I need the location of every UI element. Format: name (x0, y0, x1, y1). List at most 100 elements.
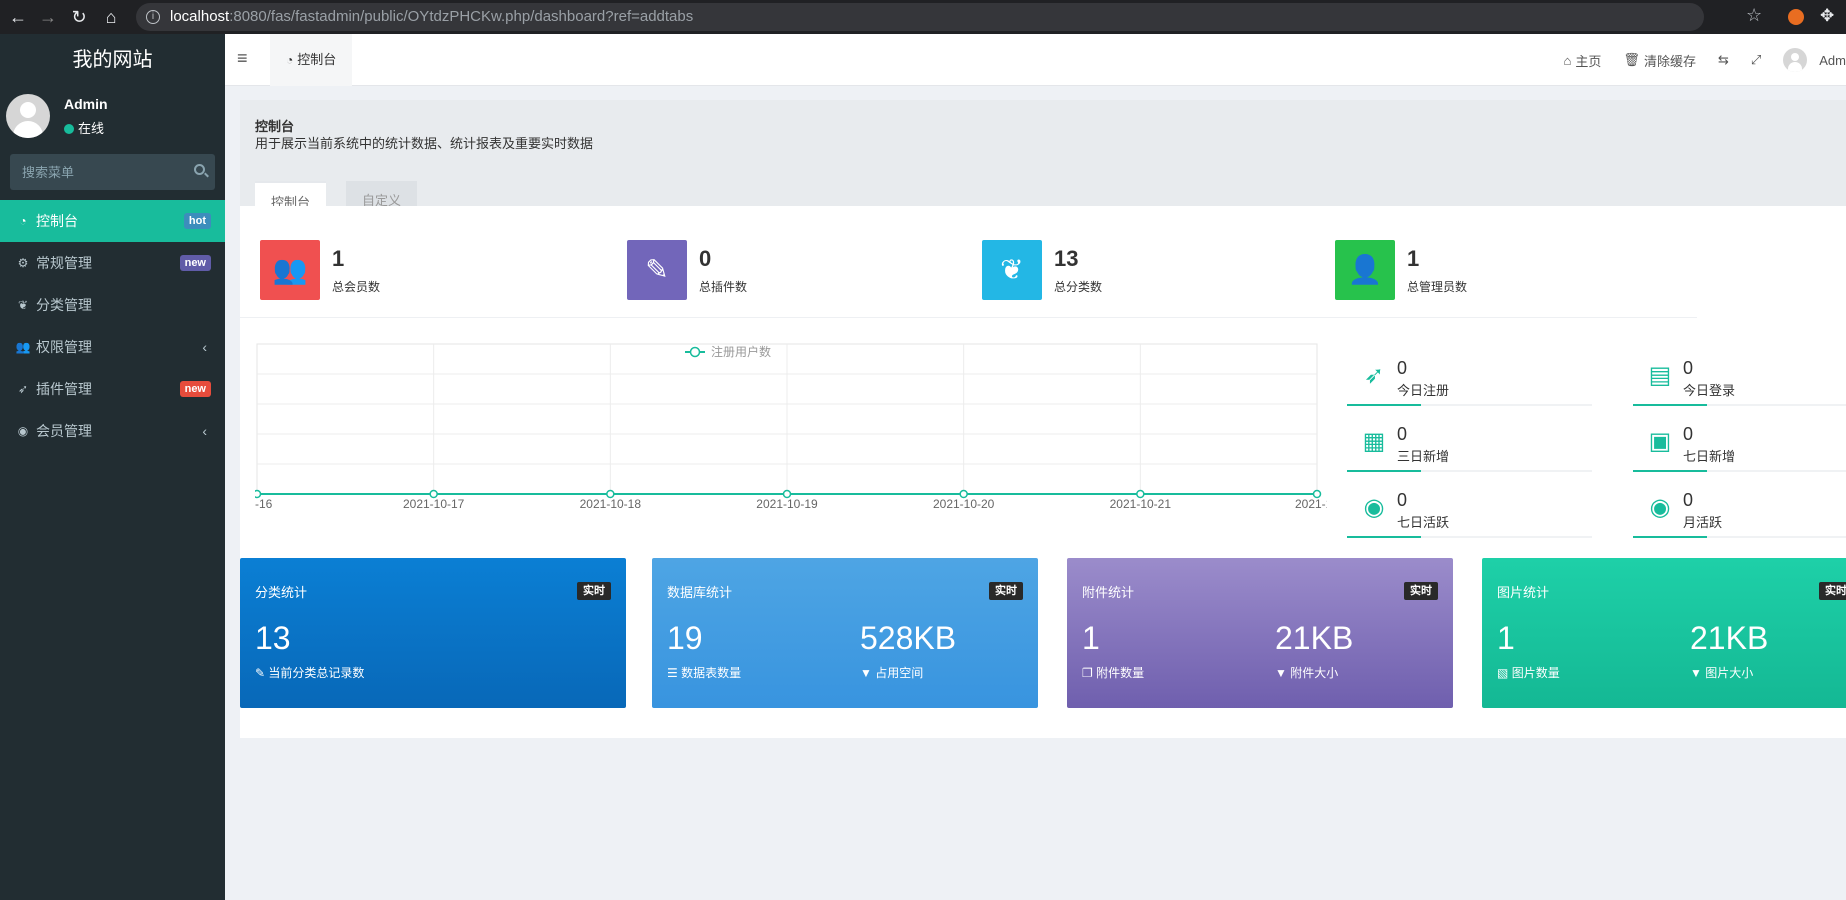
leaf-icon: ❦ (17, 298, 29, 312)
mini-stat: ▤ 0 今日登录 (1633, 352, 1846, 406)
stat-value: 1 (332, 246, 345, 271)
card-value: 21KB (1690, 620, 1769, 656)
sidebar-toggle-icon[interactable]: ≡ (237, 48, 248, 68)
sidebar-item-4[interactable]: ➶ 插件管理 new (0, 368, 225, 410)
dashboard-icon: ◔ (19, 214, 27, 228)
realtime-badge: 实时 (989, 582, 1023, 600)
puzzle-extensions-icon[interactable]: ✥ (1820, 6, 1835, 25)
home-link[interactable]: ⌂ 主页 (1564, 51, 1602, 70)
leaf-icon: ❦ (982, 240, 1042, 300)
home-icon[interactable]: ⌂ (105, 7, 117, 27)
progress-bar (1347, 404, 1421, 406)
bookmark-star-icon[interactable]: ☆ (1746, 5, 1763, 25)
sidebar-item-3[interactable]: 👥 权限管理 ‹ (0, 326, 225, 368)
dashboard-icon: ◔ (286, 53, 294, 67)
card-label-text: 当前分类总记录数 (268, 666, 365, 680)
sidebar-item-5[interactable]: ◉ 会员管理 ‹ (0, 410, 225, 452)
calendar-icon: ▦ (1362, 428, 1386, 455)
stat-card: 分类统计 实时 13 ✎ 当前分类总记录数 (240, 558, 626, 708)
stat-card: 数据库统计 实时 19 ☰ 数据表数量 528KB ▼ 占用空间 (652, 558, 1038, 708)
realtime-badge: 实时 (577, 582, 611, 600)
sidebar-item-1[interactable]: ⚙ 常规管理 new (0, 242, 225, 284)
card-value: 1 (1082, 620, 1100, 656)
back-icon[interactable]: ← (9, 7, 27, 27)
card-label-text: 图片大小 (1705, 666, 1754, 680)
group-icon: 👥 (15, 340, 31, 354)
sidebar-item-label: 权限管理 (36, 339, 92, 355)
mini-stat: ◉ 0 七日活跃 (1347, 484, 1592, 538)
address-bar[interactable]: i localhost:8080/fas/fastadmin/public/OY… (136, 3, 1704, 31)
mini-stat-value: 0 (1397, 490, 1408, 510)
clear-cache-button[interactable]: 🗑 清除缓存 (1623, 51, 1696, 70)
x-tick-label: 2021-10-21 (1110, 497, 1172, 511)
sidebar-item-0[interactable]: ◔ 控制台 hot (0, 200, 225, 242)
data-point (429, 489, 438, 499)
navbar-user-name: Adm (1819, 52, 1846, 68)
stat-label: 总会员数 (332, 280, 381, 294)
card-title: 分类统计 (255, 585, 308, 600)
card-label: ✎ 当前分类总记录数 (255, 664, 364, 681)
language-button[interactable]: ⇆ (1718, 52, 1729, 68)
card-title: 附件统计 (1082, 585, 1135, 600)
user-circle-icon: ◉ (1649, 494, 1671, 521)
users-icon: 👥 (260, 240, 320, 300)
top-navbar: ≡ ◔ 控制台 ⌂ 主页 🗑 清除缓存 ⇆ ⤢ Adm (225, 34, 1846, 86)
forward-icon[interactable]: → (39, 7, 57, 27)
magic-icon: ✎ (255, 666, 266, 680)
user-icon: 👤 (1335, 240, 1395, 300)
extension-icon[interactable] (1788, 9, 1804, 25)
chevron-left-icon: ‹ (202, 339, 207, 355)
legend-marker (689, 346, 701, 358)
user-name: Admin (64, 96, 108, 112)
mini-stat-label: 七日新增 (1683, 449, 1736, 464)
stat-value: 13 (1054, 246, 1079, 271)
stat-box: 👤 1 总管理员数 (1315, 206, 1697, 318)
data-point (606, 489, 615, 499)
sidebar-menu: ◔ 控制台 hot ⚙ 常规管理 new ❦ 分类管理 👥 权限管理 ‹ ➶ 插件管理 new ◉ 会员管理 ‹ (0, 200, 225, 452)
menu-search-input[interactable] (10, 154, 215, 190)
fullscreen-button[interactable]: ⤢ (1751, 52, 1761, 68)
tab-dashboard[interactable]: ◔ 控制台 (270, 34, 353, 86)
stat-value: 0 (699, 246, 712, 271)
site-logo[interactable]: 我的网站 (72, 49, 153, 71)
panel-heading: 控制台 用于展示当前系统中的统计数据、统计报表及重要实时数据 控制台 自定义 (240, 100, 1846, 220)
cogs-icon: ⚙ (17, 256, 29, 270)
avatar (6, 94, 50, 138)
site-info-icon[interactable]: i (146, 10, 160, 24)
user-status: 在线 (64, 118, 104, 137)
rocket-icon: ➶ (17, 382, 29, 396)
stat-box: 👥 1 总会员数 (240, 206, 622, 318)
page-description: 用于展示当前系统中的统计数据、统计报表及重要实时数据 (255, 136, 594, 151)
menu-badge: new (179, 381, 211, 397)
vcard-icon: ▤ (1648, 362, 1672, 389)
reload-icon[interactable]: ↻ (71, 7, 87, 27)
calendar-plus-icon: ▣ (1648, 428, 1672, 455)
stat-label: 总插件数 (699, 280, 748, 294)
mini-stat: ▦ 0 三日新增 (1347, 418, 1592, 472)
stat-box: ✎ 0 总插件数 (607, 206, 989, 318)
x-tick-label: 10-16 (255, 497, 273, 511)
search-icon[interactable] (194, 164, 205, 175)
mini-stat-label: 三日新增 (1397, 449, 1450, 464)
sidebar-item-label: 会员管理 (36, 423, 92, 439)
x-tick-label: 2021-10-18 (580, 497, 642, 511)
data-point (782, 489, 792, 499)
mini-stat-value: 0 (1683, 490, 1694, 510)
mini-stat-value: 0 (1683, 358, 1694, 378)
user-circle-icon: ◉ (1363, 494, 1385, 521)
card-label-text: 数据表数量 (681, 666, 742, 680)
progress-bar (1347, 470, 1421, 472)
card-label: ▼ 占用空间 (860, 664, 923, 681)
trash-icon: 🗑 (1623, 52, 1640, 67)
realtime-badge: 实时 (1404, 582, 1438, 600)
mini-stat: ▣ 0 七日新增 (1633, 418, 1846, 472)
filter-icon: ▼ (1275, 666, 1287, 680)
data-point (1312, 489, 1322, 499)
card-label: ▼ 图片大小 (1690, 664, 1753, 681)
user-menu[interactable]: Adm (1783, 48, 1846, 72)
legend-label: 注册用户数 (711, 344, 771, 359)
data-point (959, 489, 968, 499)
magic-icon: ✎ (627, 240, 687, 300)
card-label-text: 图片数量 (1511, 666, 1560, 680)
sidebar-item-2[interactable]: ❦ 分类管理 (0, 284, 225, 326)
